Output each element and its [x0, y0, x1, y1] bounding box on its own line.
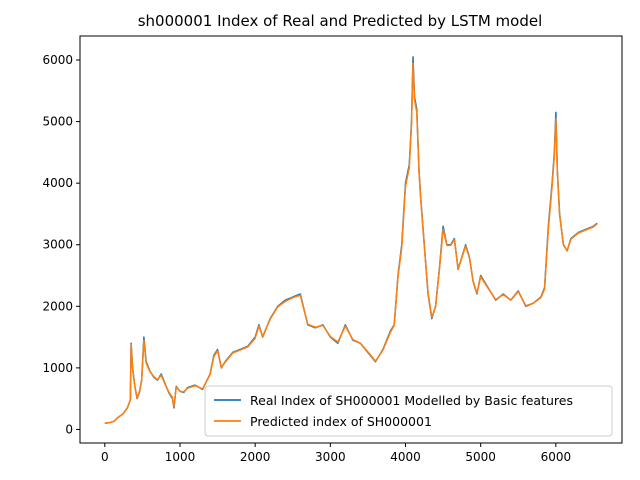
y-axis: 0 1000 2000 3000 4000 5000 6000 — [42, 53, 80, 436]
legend-label-real: Real Index of SH000001 Modelled by Basic… — [250, 393, 573, 408]
y-tick-label: 6000 — [42, 53, 73, 67]
legend-box — [204, 385, 613, 437]
y-tick-label: 2000 — [42, 299, 73, 313]
y-tick-label: 3000 — [42, 238, 73, 252]
y-tick-label: 5000 — [42, 115, 73, 129]
x-tick-label: 2000 — [240, 450, 271, 464]
x-tick-label: 6000 — [541, 450, 572, 464]
axes-frame — [79, 35, 623, 444]
series-line-1 — [104, 62, 598, 425]
x-tick-label: 1000 — [165, 450, 196, 464]
x-tick-label: 4000 — [390, 450, 421, 464]
plot-area — [79, 35, 623, 444]
x-axis: 0 1000 2000 3000 4000 5000 6000 — [101, 443, 571, 464]
x-tick-label: 5000 — [465, 450, 496, 464]
y-tick-label: 1000 — [42, 361, 73, 375]
x-tick-label: 0 — [101, 450, 109, 464]
y-tick-label: 0 — [65, 422, 73, 436]
legend-label-predicted: Predicted index of SH000001 — [250, 414, 432, 429]
x-tick-label: 3000 — [315, 450, 346, 464]
chart-title: sh000001 Index of Real and Predicted by … — [138, 12, 543, 30]
legend: Real Index of SH000001 Modelled by Basic… — [204, 385, 613, 437]
y-tick-label: 4000 — [42, 176, 73, 190]
